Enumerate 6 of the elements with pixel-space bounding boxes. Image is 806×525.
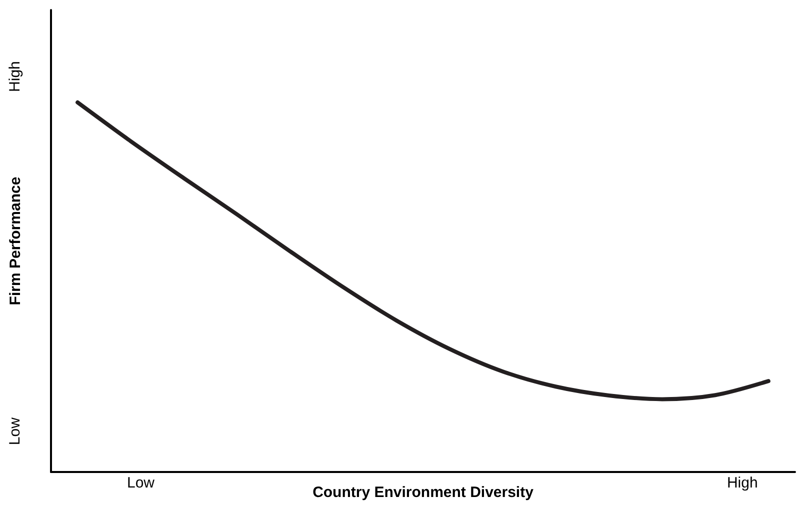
text: High: [726, 474, 758, 492]
y-axis-title: Firm Performance: [7, 176, 24, 306]
x-axis-title: Country Environment Diversity: [312, 484, 534, 501]
text: High: [6, 61, 24, 92]
text: Low: [6, 417, 24, 446]
text: Low: [126, 474, 155, 492]
